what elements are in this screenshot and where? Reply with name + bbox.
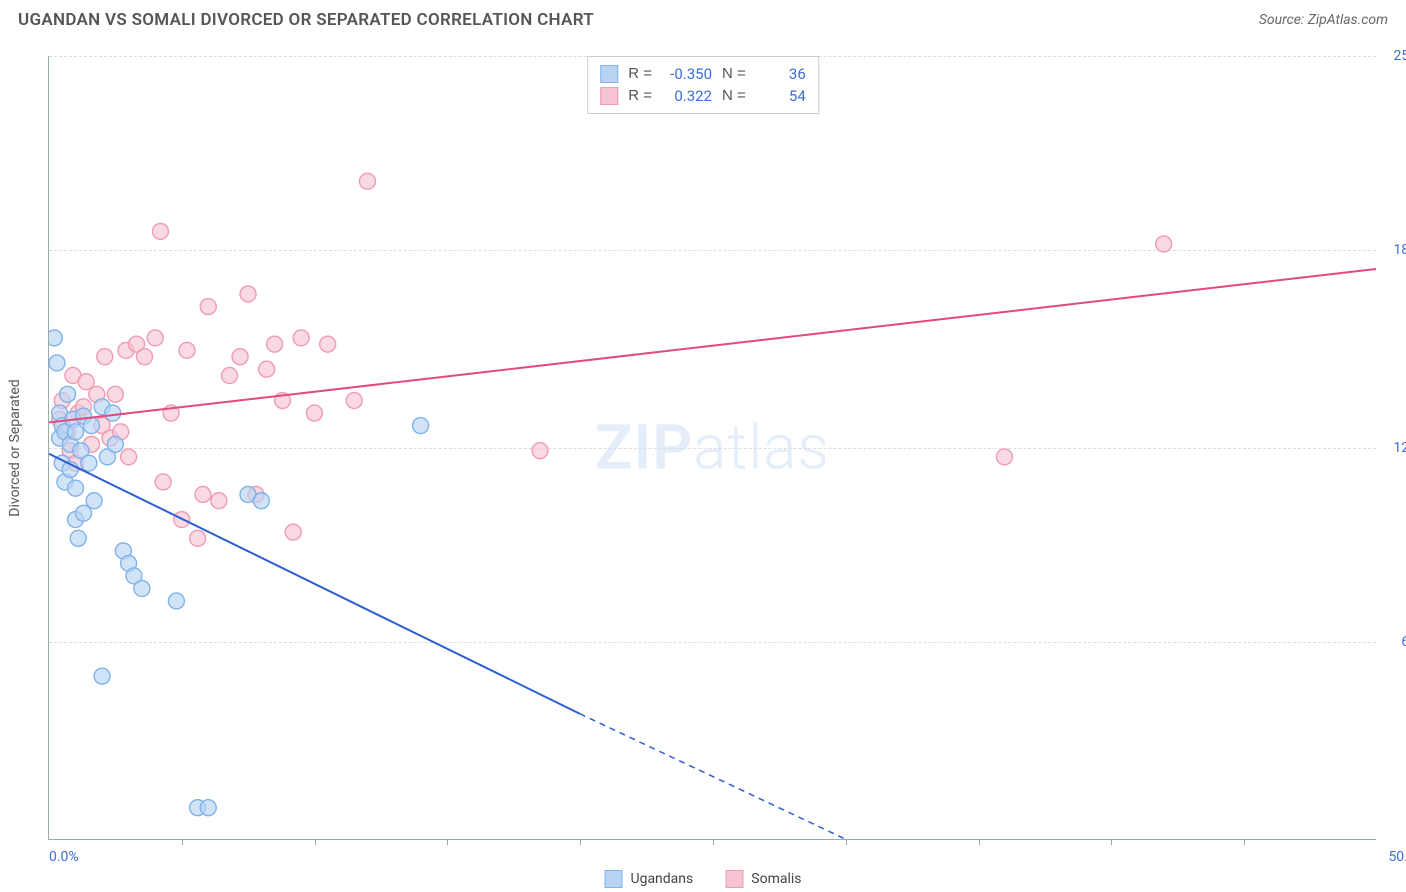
data-point-somalis xyxy=(97,349,113,365)
x-tick xyxy=(1111,839,1112,845)
data-point-somalis xyxy=(346,393,362,409)
data-point-ugandans xyxy=(253,493,269,509)
stats-row-somalis: R = 0.322 N = 54 xyxy=(600,85,806,107)
x-tick xyxy=(182,839,183,845)
stat-N-label2: N = xyxy=(722,85,746,107)
stats-legend-box: R = -0.350 N = 36 R = 0.322 N = 54 xyxy=(587,56,819,114)
legend-swatch-ugandans xyxy=(605,870,623,888)
data-point-ugandans xyxy=(81,455,97,471)
y-tick-label: 18.8% xyxy=(1393,242,1406,258)
regression-line-dash-ugandans xyxy=(580,714,845,839)
source-label: Source: ZipAtlas.com xyxy=(1259,12,1388,28)
legend-swatch-somalis xyxy=(725,870,743,888)
data-point-ugandans xyxy=(107,436,123,452)
x-tick xyxy=(315,839,316,845)
data-point-ugandans xyxy=(68,480,84,496)
data-point-somalis xyxy=(179,342,195,358)
data-point-somalis xyxy=(152,223,168,239)
data-point-somalis xyxy=(267,336,283,352)
data-point-ugandans xyxy=(94,668,110,684)
header-row: UGANDAN VS SOMALI DIVORCED OR SEPARATED … xyxy=(0,0,1406,36)
legend-item-somalis: Somalis xyxy=(725,870,801,888)
data-point-ugandans xyxy=(70,530,86,546)
data-point-somalis xyxy=(195,486,211,502)
data-point-somalis xyxy=(320,336,336,352)
x-tick xyxy=(447,839,448,845)
x-axis-end-label: 50.0% xyxy=(1388,849,1406,865)
stat-N-somalis: 54 xyxy=(756,85,806,107)
stat-R-label2: R = xyxy=(628,85,652,107)
x-tick xyxy=(846,839,847,845)
data-point-ugandans xyxy=(49,330,62,346)
data-point-ugandans xyxy=(86,493,102,509)
y-tick-label: 25.0% xyxy=(1393,48,1406,64)
data-point-somalis xyxy=(232,349,248,365)
regression-line-ugandans xyxy=(49,454,580,714)
data-point-somalis xyxy=(155,474,171,490)
data-point-ugandans xyxy=(83,418,99,434)
data-point-ugandans xyxy=(68,424,84,440)
data-point-somalis xyxy=(137,349,153,365)
data-point-ugandans xyxy=(168,593,184,609)
data-point-somalis xyxy=(996,449,1012,465)
data-point-somalis xyxy=(190,530,206,546)
data-point-somalis xyxy=(359,173,375,189)
data-point-somalis xyxy=(293,330,309,346)
stat-R-somalis: 0.322 xyxy=(662,85,712,107)
y-tick-label: 6.3% xyxy=(1401,634,1406,650)
chart-title: UGANDAN VS SOMALI DIVORCED OR SEPARATED … xyxy=(18,10,594,30)
stat-N-ugandans: 36 xyxy=(756,63,806,85)
x-tick xyxy=(979,839,980,845)
data-point-ugandans xyxy=(200,800,216,816)
bottom-legend: Ugandans Somalis xyxy=(605,870,802,888)
data-point-somalis xyxy=(285,524,301,540)
data-point-ugandans xyxy=(134,580,150,596)
y-axis-title: Divorced or Separated xyxy=(7,379,23,516)
data-point-ugandans xyxy=(105,405,121,421)
data-point-somalis xyxy=(306,405,322,421)
legend-label-somalis: Somalis xyxy=(751,871,801,887)
data-point-somalis xyxy=(147,330,163,346)
x-tick xyxy=(1244,839,1245,845)
data-point-somalis xyxy=(259,361,275,377)
data-point-ugandans xyxy=(60,386,76,402)
legend-item-ugandans: Ugandans xyxy=(605,870,694,888)
data-point-ugandans xyxy=(413,418,429,434)
data-point-somalis xyxy=(107,386,123,402)
swatch-somalis xyxy=(600,87,618,105)
y-tick-label: 12.5% xyxy=(1393,440,1406,456)
scatter-svg xyxy=(49,56,1376,839)
data-point-somalis xyxy=(211,493,227,509)
data-point-ugandans xyxy=(49,355,65,371)
chart-plot-area: Divorced or Separated 6.3%12.5%18.8%25.0… xyxy=(48,56,1376,840)
data-point-somalis xyxy=(121,449,137,465)
data-point-somalis xyxy=(221,367,237,383)
stat-R-ugandans: -0.350 xyxy=(662,63,712,85)
stat-R-label: R = xyxy=(628,63,652,85)
x-tick xyxy=(580,839,581,845)
x-axis-start-label: 0.0% xyxy=(49,849,79,865)
data-point-somalis xyxy=(200,299,216,315)
data-point-somalis xyxy=(532,443,548,459)
data-point-somalis xyxy=(1156,236,1172,252)
x-tick xyxy=(713,839,714,845)
swatch-ugandans xyxy=(600,65,618,83)
stats-row-ugandans: R = -0.350 N = 36 xyxy=(600,63,806,85)
data-point-somalis xyxy=(240,286,256,302)
legend-label-ugandans: Ugandans xyxy=(631,871,694,887)
stat-N-label: N = xyxy=(722,63,746,85)
